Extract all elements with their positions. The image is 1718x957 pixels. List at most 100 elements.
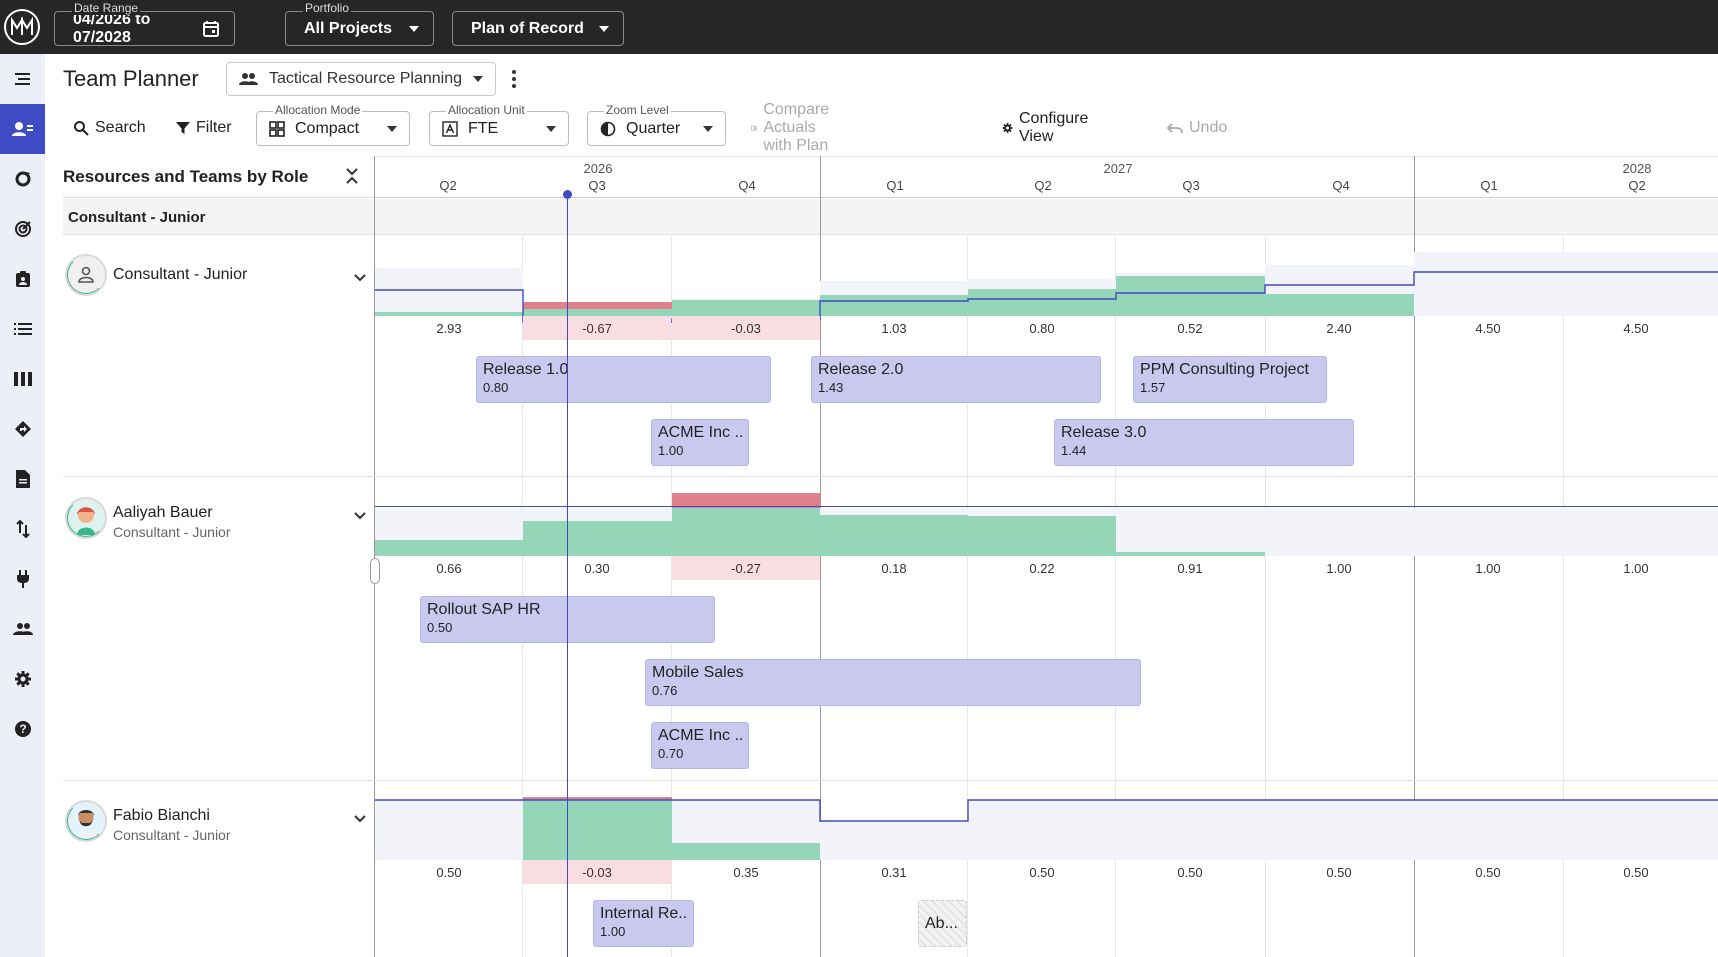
chevron-down-icon[interactable] [353,271,367,285]
task-name: ACME Inc ... [658,727,742,744]
role-avatar [65,254,107,296]
badge-icon[interactable] [0,254,45,304]
allocation-bar [968,289,1116,316]
zoom-level-select[interactable]: Zoom Level Quarter [587,103,726,146]
resource-name: Consultant - Junior [113,266,248,283]
allocation-mode-value: Compact [295,119,360,137]
zoom-level-label: Zoom Level [604,103,671,117]
plan-value: Plan of Record [471,19,584,37]
availability-value: -0.27 [672,556,820,580]
refresh-icon[interactable] [0,154,45,204]
year-label: 2026 [583,161,613,176]
allocation-bar [820,295,968,316]
sort-icon[interactable] [0,504,45,554]
allocation-bar [375,540,523,556]
allocation-mode-select[interactable]: Allocation Mode Compact [256,103,410,146]
chevron-down-icon [599,25,609,32]
columns-icon[interactable] [0,354,45,404]
task-value: 0.76 [652,683,678,698]
task-bar[interactable]: ACME Inc ... 1.00 [651,419,749,466]
chevron-down-icon[interactable] [353,812,367,826]
task-name: ACME Inc ... [658,424,742,441]
task-bar[interactable]: Release 2.0 1.43 [811,356,1101,403]
availability-value: -0.03 [672,316,820,340]
task-bar[interactable]: PPM Consulting Project 1.57 [1133,356,1327,403]
date-range-label: Date Range [72,1,141,15]
plug-icon[interactable] [0,554,45,604]
chevron-down-icon[interactable] [353,509,367,523]
task-bar[interactable]: Release 1.0 0.80 [476,356,771,403]
absence-bar[interactable]: Ab... [918,900,967,947]
task-bar[interactable]: Internal Re... 1.00 [593,900,694,947]
task-name: PPM Consulting Project [1140,361,1309,378]
availability-value: 1.00 [1326,560,1352,576]
resource-header[interactable]: Aaliyah Bauer Consultant - Junior [63,497,373,547]
list-icon[interactable] [0,304,45,354]
year-label: 2028 [1622,161,1652,176]
app-logo[interactable] [4,9,40,45]
capacity-area [820,822,968,860]
today-marker-line [567,194,568,957]
availability-value: 0.22 [1029,560,1055,576]
allocation-bar [1116,552,1265,556]
resource-name: Aaliyah Bauer [113,504,213,521]
allocation-bar [672,300,820,316]
grid-icon [269,120,285,137]
svg-text:?: ? [19,722,26,736]
allocation-chart [375,493,1718,556]
task-bar[interactable]: Mobile Sales 0.76 [645,659,1141,706]
document-icon[interactable] [0,454,45,504]
people-icon[interactable] [0,604,45,654]
availability-value: 0.52 [1177,320,1203,336]
availability-value: 0.31 [881,864,907,880]
allocation-bar [672,843,820,860]
date-range-value: 04/2026 to 07/2028 [73,10,151,46]
resource-role: Consultant - Junior [113,524,231,540]
title-row: Team Planner [63,62,199,96]
undo-button[interactable]: Undo [1167,108,1227,148]
roadmap-icon[interactable] [0,404,45,454]
task-bar[interactable]: Release 3.0 1.44 [1054,419,1354,466]
collapse-all-icon[interactable] [345,166,363,188]
menu-icon[interactable] [0,54,45,104]
configure-view-button[interactable]: Configure View [1002,108,1093,148]
availability-value: 2.93 [436,320,462,336]
filter-button[interactable]: Filter [176,108,232,148]
resource-header[interactable]: Fabio Bianchi Consultant - Junior [63,800,373,850]
task-value: 1.00 [658,443,684,458]
team-planner-icon[interactable] [0,104,45,154]
date-range-select[interactable]: Date Range 04/2026 to 07/2028 [54,1,235,46]
compare-actuals-label: Compare Actuals with Plan [763,101,830,154]
resource-name: Fabio Bianchi [113,807,210,824]
allocation-bar [1265,294,1414,316]
search-label: Search [95,119,146,136]
capacity-area [375,268,523,316]
compare-actuals-button[interactable]: Compare Actuals with Plan [751,101,839,154]
role-group-label: Consultant - Junior [68,209,206,226]
search-button[interactable]: Search [73,108,146,148]
timeline-header: 2026 2027 2028 Q2 Q3 Q4 Q1 Q2 Q3 Q4 Q1 Q… [374,156,1718,198]
resources-panel-title: Resources and Teams by Role [63,166,309,186]
view-select[interactable]: Tactical Resource Planning [226,62,496,96]
task-bar[interactable]: ACME Inc ... 0.70 [651,722,749,769]
quarter-gridline [967,235,968,957]
top-bar: Date Range 04/2026 to 07/2028 Portfolio … [0,0,1718,54]
plan-select[interactable]: Plan of Record [452,11,624,46]
availability-values: 2.93 -0.67 -0.03 1.03 0.80 0.52 2.40 4.5… [375,316,1718,340]
task-name: Release 1.0 [483,361,569,378]
resource-header[interactable]: Consultant - Junior [63,254,373,304]
availability-value: 0.30 [584,560,610,576]
role-group-row[interactable]: Consultant - Junior [63,199,1718,235]
portfolio-select[interactable]: Portfolio All Projects [285,1,434,46]
target-icon[interactable] [0,204,45,254]
help-icon[interactable]: ? [0,704,45,754]
allocation-unit-select[interactable]: Allocation Unit FTE [429,103,569,146]
panel-resize-handle[interactable] [370,558,380,584]
availability-value: 0.35 [733,864,759,880]
quarter-label: Q4 [738,178,756,193]
gear-icon[interactable] [0,654,45,704]
gear-icon [1002,123,1013,133]
more-options-icon[interactable] [507,66,521,92]
chevron-down-icon [546,125,556,132]
allocation-unit-value: FTE [468,119,499,137]
